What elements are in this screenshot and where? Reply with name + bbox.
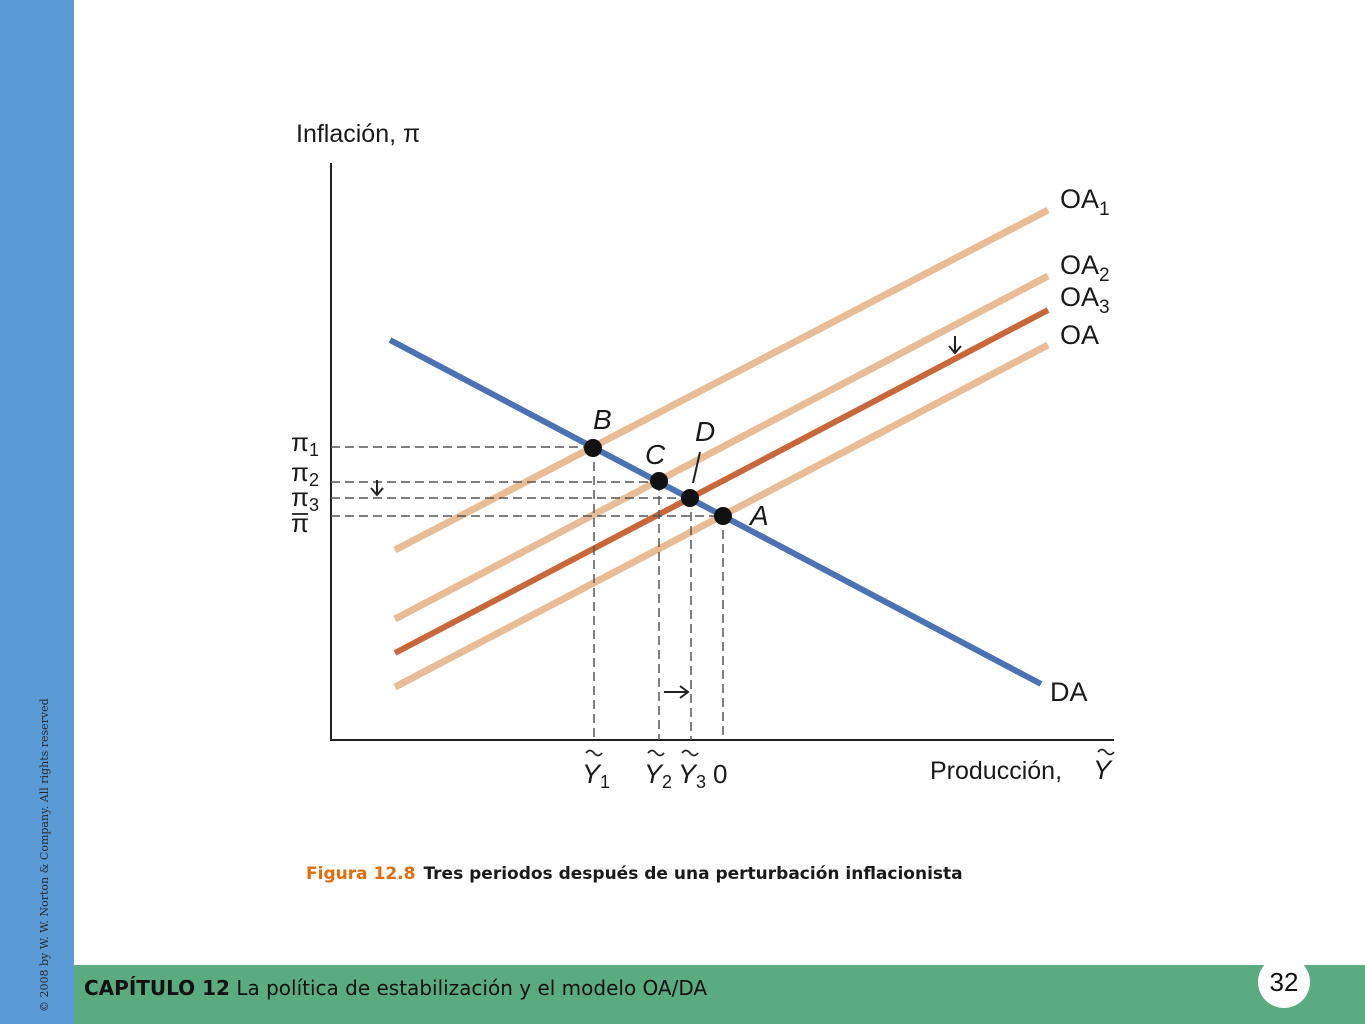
figure-number: Figura 12.8 [306, 864, 416, 884]
point-c-label: C [645, 439, 666, 470]
page-number: 32 [1258, 956, 1310, 1008]
point-d-pointer [692, 451, 701, 484]
oa2-curve [393, 272, 1050, 623]
figure-title: Tres periodos después de una perturbació… [423, 864, 963, 884]
pi2-label: π2 [291, 457, 319, 490]
figure-caption: Figura 12.8 Tres periodos después de una … [306, 864, 963, 884]
point-a-marker [714, 507, 732, 525]
chapter-title: La política de estabilización y el model… [236, 976, 708, 1000]
side-bar [0, 0, 74, 1024]
point-c-marker [650, 472, 668, 490]
da-label: DA [1050, 677, 1088, 707]
pi3-label: π3 [291, 482, 319, 515]
y-axis-label: Inflación, π [296, 120, 420, 148]
x-axis-symbol: Y [1093, 755, 1113, 785]
oa3-curve [393, 307, 1050, 656]
down-arrow-icon [370, 480, 384, 497]
point-a-label: A [748, 500, 769, 531]
y1-label: Y1 [582, 759, 610, 792]
right-arrow-icon [664, 685, 690, 699]
guide-lines [331, 446, 724, 740]
pibar-label: π [291, 508, 309, 538]
y3-label: Y3 [678, 759, 706, 792]
pi1-label: π1 [291, 427, 319, 460]
y2-label: Y2 [644, 759, 672, 792]
oa1-curve [393, 206, 1050, 554]
zero-label: 0 [713, 759, 727, 789]
y1-tilde [585, 749, 603, 757]
oa2-label: OA2 [1060, 250, 1110, 286]
point-d-label: D [695, 416, 715, 447]
y3-tilde [681, 749, 699, 757]
footer-bar [74, 965, 1365, 1024]
down-arrow-icon [948, 336, 962, 355]
point-b-marker [584, 439, 602, 457]
x-axis-label: Producción, [930, 757, 1062, 785]
oa1-label: OA1 [1060, 184, 1110, 220]
oa-label: OA [1060, 320, 1099, 350]
point-b-label: B [593, 404, 612, 435]
x-axis-symbol-tilde [1097, 748, 1115, 756]
point-d-marker [681, 489, 699, 507]
y2-tilde [647, 749, 665, 757]
oa3-label: OA3 [1060, 282, 1110, 318]
chapter-label: CAPÍTULO 12 [84, 976, 230, 1000]
footer-text: CAPÍTULO 12 La política de estabilizació… [84, 976, 707, 1000]
